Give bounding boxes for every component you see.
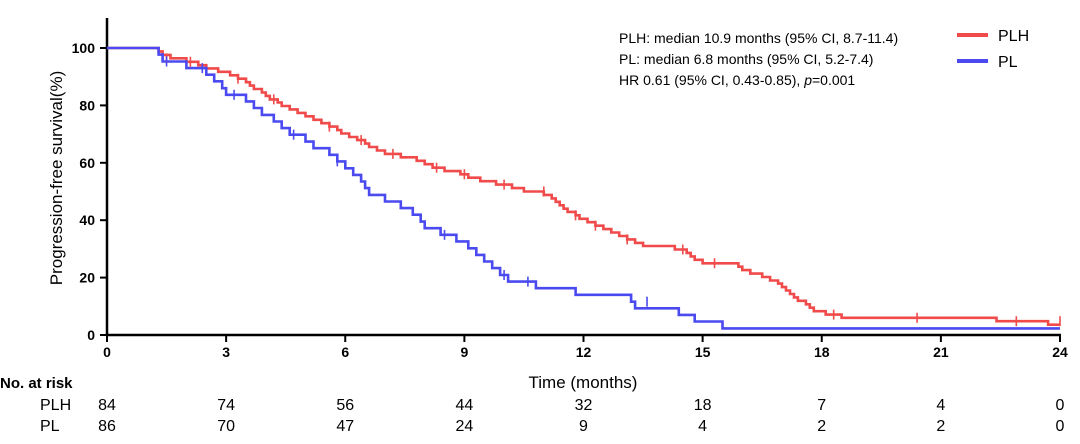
risk-value-plh-3: 74	[217, 397, 235, 414]
risk-value-pl-21: 2	[936, 418, 945, 435]
risk-value-pl-18: 2	[817, 418, 826, 435]
series-line-pl	[107, 46, 1060, 330]
annotation-plh: PLH: median 10.9 months (95% CI, 8.7-11.…	[619, 30, 898, 46]
annotation-hr-suffix: =0.001	[812, 72, 855, 88]
annotation-pl: PL: median 6.8 months (95% CI, 5.2-7.4)	[619, 51, 873, 67]
risk-value-plh-6: 56	[336, 397, 354, 414]
series-line-plh	[107, 46, 1060, 326]
y-tick-label-0: 0	[87, 327, 95, 343]
annotation-hr-prefix: HR 0.61 (95% CI, 0.43-0.85),	[619, 72, 804, 88]
x-tick-label-12: 12	[576, 344, 592, 360]
risk-value-pl-15: 4	[698, 418, 707, 435]
risk-value-pl-24: 0	[1056, 418, 1065, 435]
risk-value-plh-21: 4	[936, 397, 945, 414]
risk-value-pl-12: 9	[579, 418, 588, 435]
risk-row-label-pl: PL	[40, 418, 60, 435]
risk-value-plh-24: 0	[1056, 397, 1065, 414]
annotation-hr: HR 0.61 (95% CI, 0.43-0.85), p=0.001	[619, 72, 855, 88]
x-tick-label-9: 9	[460, 344, 468, 360]
axes	[105, 18, 1061, 337]
x-tick-label-21: 21	[933, 344, 949, 360]
y-tick-label-80: 80	[79, 97, 95, 113]
risk-value-plh-12: 32	[575, 397, 593, 414]
y-tick-label-20: 20	[79, 270, 95, 286]
annotation-block: PLH: median 10.9 months (95% CI, 8.7-11.…	[619, 30, 898, 88]
legend-label-plh: PLH	[998, 28, 1029, 45]
x-tick-label-24: 24	[1052, 344, 1068, 360]
risk-value-plh-9: 44	[455, 397, 473, 414]
x-tick-label-0: 0	[103, 344, 111, 360]
x-tick-label-15: 15	[695, 344, 711, 360]
y-tick-label-100: 100	[72, 40, 96, 56]
risk-value-plh-15: 18	[694, 397, 712, 414]
x-tick-label-3: 3	[222, 344, 230, 360]
risk-value-pl-3: 70	[217, 418, 235, 435]
risk-table-title: No. at risk	[0, 375, 73, 392]
risk-values: 84 74 56 44 32 18 7 4 086 70 47 24 9 4 2 2 0	[98, 397, 1064, 435]
x-axis-title: Time (months)	[529, 373, 638, 392]
risk-value-plh-18: 7	[817, 397, 826, 414]
risk-value-pl-0: 86	[98, 418, 116, 435]
risk-value-pl-9: 24	[455, 418, 473, 435]
y-tick-label-40: 40	[79, 212, 95, 228]
ticks: 0 3 6 9 12 15 18 21 24 0 20 40 60 80 100	[72, 40, 1068, 360]
risk-value-pl-6: 47	[336, 418, 354, 435]
censor-marks	[165, 53, 1061, 327]
legend-label-pl: PL	[998, 54, 1018, 71]
x-tick-label-18: 18	[814, 344, 830, 360]
y-axis-title: Progression-free survival(%)	[47, 71, 66, 285]
risk-row-label-plh: PLH	[40, 397, 71, 414]
annotation-hr-p: p	[803, 72, 812, 88]
y-tick-label-60: 60	[79, 155, 95, 171]
legend: PLH PL	[957, 28, 1029, 71]
risk-value-plh-0: 84	[98, 397, 116, 414]
survival-curves	[107, 46, 1060, 330]
risk-table: No. at risk PLH PL 84 74 56 44 32 18 7 4 086 70 47…	[0, 375, 1065, 435]
x-tick-label-6: 6	[341, 344, 349, 360]
